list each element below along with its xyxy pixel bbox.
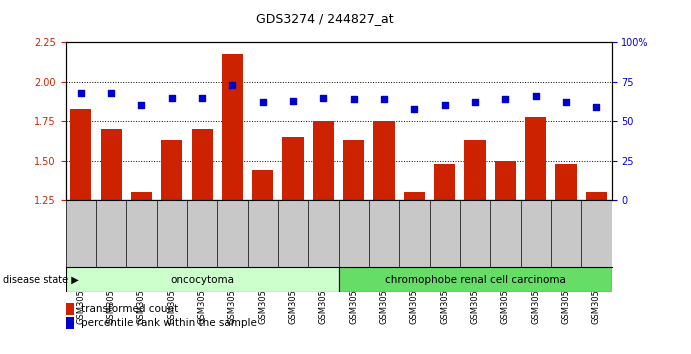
Bar — [525, 116, 547, 200]
Bar — [161, 140, 182, 200]
Text: transformed count: transformed count — [81, 304, 178, 314]
Bar — [313, 121, 334, 200]
Bar — [373, 121, 395, 200]
Bar — [131, 192, 152, 200]
Bar — [252, 170, 274, 200]
Point — [409, 106, 420, 112]
Bar — [556, 164, 577, 200]
Bar — [495, 161, 516, 200]
Text: oncocytoma: oncocytoma — [170, 275, 234, 285]
Point — [500, 96, 511, 102]
Point — [439, 103, 451, 108]
Text: disease state ▶: disease state ▶ — [3, 275, 79, 285]
Point — [379, 96, 390, 102]
Bar — [66, 267, 339, 292]
Point — [530, 93, 541, 99]
Bar — [434, 164, 455, 200]
Bar — [586, 192, 607, 200]
Point — [348, 96, 359, 102]
Point — [560, 99, 571, 105]
Point — [287, 98, 299, 104]
Bar — [100, 129, 122, 200]
Point — [591, 104, 602, 110]
Point — [167, 95, 178, 101]
Bar — [283, 137, 304, 200]
Point — [196, 95, 207, 101]
Point — [75, 90, 86, 96]
Bar — [191, 129, 213, 200]
Bar — [464, 140, 486, 200]
Text: percentile rank within the sample: percentile rank within the sample — [81, 318, 257, 328]
Text: chromophobe renal cell carcinoma: chromophobe renal cell carcinoma — [385, 275, 565, 285]
Point — [257, 99, 268, 105]
Bar — [404, 192, 425, 200]
Point — [136, 103, 147, 108]
Bar — [343, 140, 364, 200]
Point — [106, 90, 117, 96]
Bar — [70, 109, 91, 200]
Point — [318, 95, 329, 101]
Point — [469, 99, 480, 105]
Text: GDS3274 / 244827_at: GDS3274 / 244827_at — [256, 12, 394, 25]
Point — [227, 82, 238, 88]
Bar — [222, 53, 243, 200]
Bar — [339, 267, 612, 292]
